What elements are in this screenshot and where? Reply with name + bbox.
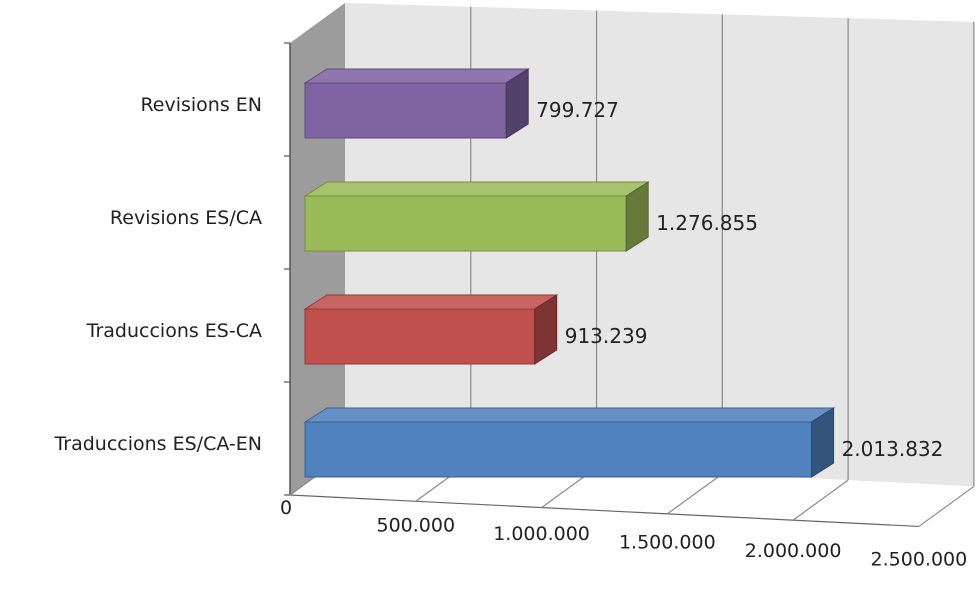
- axis-ticks: [284, 42, 290, 496]
- data-label-2: 913.239: [565, 324, 648, 348]
- bar-top-1: [303, 181, 650, 197]
- category-label-2: Traduccions ES-CA: [86, 320, 262, 342]
- bar-front-0: [304, 82, 507, 139]
- bar-2: [303, 294, 559, 365]
- bar-side-0: [505, 68, 529, 139]
- floor-gridline-3: [666, 473, 723, 515]
- x-tick-label-4: 2.000.000: [745, 540, 842, 562]
- bar-1: [303, 181, 650, 252]
- x-tick-label-2: 1.000.000: [493, 523, 590, 545]
- bar-front-1: [304, 195, 627, 252]
- labels: 0 500.000 1.000.000 1.500.000 2.000.000 2.500…: [53, 94, 967, 570]
- x-tick-label-1: 500.000: [376, 514, 455, 536]
- value-axis-line: [289, 494, 919, 528]
- bar-side-2: [534, 294, 558, 365]
- bar-front-2: [304, 308, 536, 365]
- bar-front-3: [304, 421, 813, 478]
- category-label-1: Revisions ES/CA: [110, 207, 262, 229]
- bar-3: [303, 407, 836, 478]
- bar-side-3: [811, 407, 835, 478]
- x-tick-label-5: 2.500.000: [871, 548, 968, 570]
- bar-0: [303, 68, 530, 139]
- data-label-0: 799.727: [536, 98, 619, 122]
- floor-gridline-5: [918, 485, 975, 527]
- bars: [303, 68, 836, 478]
- bar-top-3: [303, 407, 836, 423]
- data-label-1: 1.276.855: [656, 211, 758, 235]
- category-label-3: Traduccions ES/CA-EN: [53, 433, 262, 455]
- bar-side-1: [625, 181, 649, 252]
- bar-top-2: [303, 294, 559, 310]
- bar-top-0: [303, 68, 530, 84]
- data-label-3: 2.013.832: [842, 437, 944, 461]
- category-label-0: Revisions EN: [140, 94, 262, 116]
- floor-gridline-4: [792, 479, 849, 521]
- x-tick-label-0: 0: [280, 497, 292, 519]
- x-tick-label-3: 1.500.000: [619, 531, 716, 553]
